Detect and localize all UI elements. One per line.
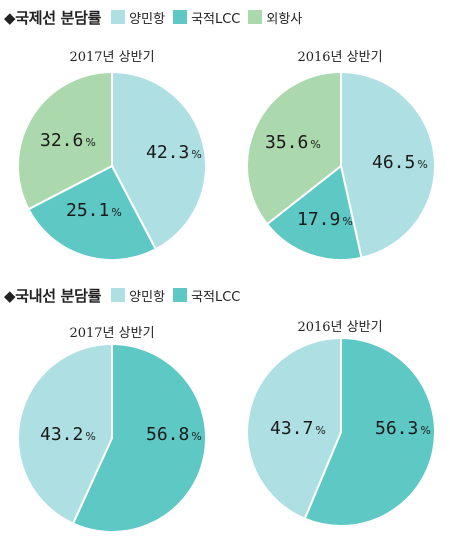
- legend-swatch: [111, 10, 126, 24]
- legend-item-lcc: 국적LCC: [173, 8, 240, 27]
- intl-share-header: ◆국제선 분담률 양민항 국적LCC 외항사: [4, 6, 310, 28]
- legend-label: 국적LCC: [191, 11, 241, 27]
- legend-swatch: [173, 288, 188, 302]
- pie-slice: [111, 70, 207, 251]
- data-label: 56.8: [146, 424, 189, 445]
- data-label: 56.3: [375, 418, 418, 439]
- data-label-unit: %: [417, 158, 427, 171]
- pie-slice: [340, 70, 436, 259]
- data-label: 46.5: [372, 152, 415, 173]
- legend-label: 국적LCC: [191, 289, 241, 305]
- legend-label: 양민항: [129, 11, 166, 27]
- pie-slice: [27, 164, 158, 261]
- legend-label: 양민항: [129, 289, 166, 305]
- chart-title-intl-2016: 2016년 상반기: [297, 50, 383, 65]
- chart-title-domestic-2017: 2017년 상반기: [69, 326, 155, 341]
- pie-slice: [246, 336, 342, 521]
- legend-swatch: [111, 288, 126, 302]
- domestic-share-header: ◆국내선 분담률 양민항 국적LCC: [4, 284, 248, 306]
- data-label: 32.6: [40, 130, 83, 151]
- pie-slice: [303, 336, 436, 527]
- legend-swatch: [173, 10, 188, 24]
- data-label: 17.9: [297, 209, 340, 230]
- data-label: 35.6: [265, 132, 308, 153]
- data-label-unit: %: [315, 424, 325, 437]
- legend-item-lcc: 국적LCC: [173, 286, 240, 305]
- data-label-unit: %: [310, 138, 320, 151]
- data-label-unit: %: [342, 215, 352, 228]
- chart-title-intl-2017: 2017년 상반기: [69, 50, 155, 65]
- pie-slice: [17, 70, 113, 211]
- chart-title-domestic-2016: 2016년 상반기: [297, 320, 383, 335]
- legend-swatch: [248, 10, 263, 24]
- legend-label: 외항사: [266, 11, 303, 27]
- legend-item-foreign: 외항사: [248, 8, 302, 27]
- data-label: 43.2: [40, 424, 83, 445]
- domestic-share-title: ◆국내선 분담률: [4, 286, 102, 305]
- pie-slice: [246, 70, 342, 226]
- data-label-unit: %: [111, 206, 121, 219]
- pie-slice: [265, 164, 363, 261]
- data-label: 42.3: [146, 142, 189, 163]
- data-label: 25.1: [66, 200, 109, 221]
- data-label: 43.7: [270, 418, 313, 439]
- data-label-unit: %: [191, 430, 201, 443]
- pie-slice: [71, 342, 207, 533]
- legend-item-major-carriers: 양민항: [111, 286, 165, 305]
- data-label-unit: %: [85, 430, 95, 443]
- data-label-unit: %: [191, 148, 201, 161]
- pie-slice: [17, 342, 113, 525]
- legend-item-major-carriers: 양민항: [111, 8, 165, 27]
- data-label-unit: %: [85, 136, 95, 149]
- data-label-unit: %: [420, 424, 430, 437]
- intl-share-title: ◆국제선 분담률: [4, 8, 102, 27]
